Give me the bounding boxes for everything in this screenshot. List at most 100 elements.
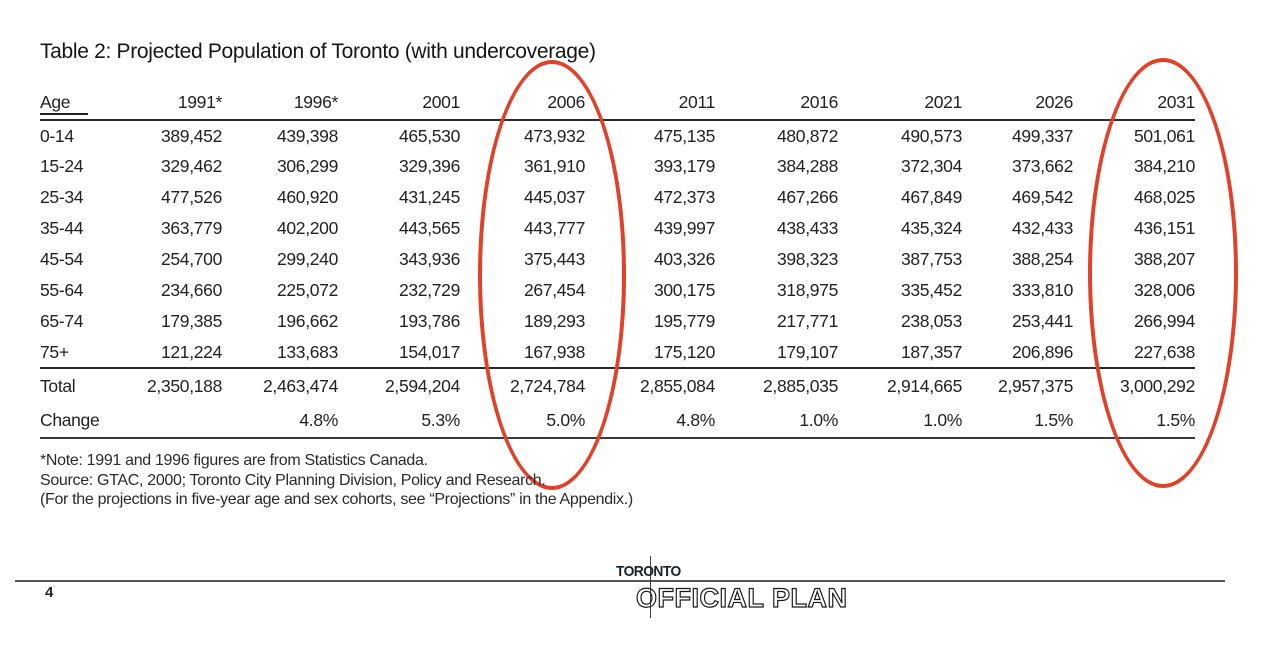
table-cell: 389,452 [160, 125, 222, 146]
table-cell: 438,433 [776, 218, 838, 238]
table-cell: 384,288 [776, 156, 838, 176]
table-cell: 443,777 [523, 218, 585, 238]
row-label: 55-64 [40, 280, 84, 300]
table-row-35-44: 35-44 363,779 402,200 443,565 443,777 439,997… [40, 213, 1195, 244]
table-cell: 2,957,375 [962, 367, 1073, 404]
table-cell: 472,373 [653, 187, 715, 207]
table-cell: 1.5% [1073, 404, 1195, 439]
table-cell: 187,357 [900, 341, 962, 362]
table-cell: 402,200 [276, 218, 338, 238]
column-header-2031: 2031 [1073, 90, 1195, 121]
page-number: 4 [45, 584, 54, 601]
table-cell: 217,771 [776, 311, 838, 331]
table-row-25-34: 25-34 477,526 460,920 431,245 445,037 472,373… [40, 182, 1195, 213]
table-cell: 266,994 [1133, 311, 1195, 331]
table-cell: 5.0% [460, 404, 585, 439]
table-cell: 468,025 [1133, 187, 1195, 207]
table-cell: 2,463,474 [222, 367, 338, 404]
note-source: Source: GTAC, 2000; Toronto City Plannin… [40, 471, 546, 489]
table-cell: 388,207 [1133, 249, 1195, 269]
table-cell: 475,135 [653, 125, 715, 146]
table-row-total: Total 2,350,188 2,463,474 2,594,204 2,724,78… [40, 367, 1195, 404]
table-cell: 5.3% [338, 404, 460, 439]
table-cell: 2,855,084 [585, 367, 715, 404]
column-header-2006: 2006 [460, 90, 585, 121]
table-cell: 179,385 [160, 311, 222, 331]
table-cell: 206,896 [1011, 341, 1073, 362]
table-cell: 175,120 [653, 341, 715, 362]
official-plan-logo-text: OFFICIAL PLAN [636, 583, 848, 613]
table-cell: 343,936 [398, 249, 460, 269]
note-statistics-canada: *Note: 1991 and 1996 figures are from St… [40, 452, 428, 469]
column-header-2021: 2021 [838, 90, 962, 121]
row-label: 45-54 [40, 249, 84, 269]
table-cell: 234,660 [160, 280, 222, 300]
table-cell: 373,662 [1011, 156, 1073, 176]
row-label: 0-14 [40, 125, 74, 146]
table-cell: 179,107 [776, 341, 838, 362]
column-header-2026: 2026 [962, 90, 1073, 121]
table-cell: 436,151 [1133, 218, 1195, 238]
table-cell: 473,932 [523, 125, 585, 146]
table-cell: 2,350,188 [120, 367, 222, 404]
table-cell: 467,266 [776, 187, 838, 207]
table-cell: 329,396 [398, 156, 460, 176]
table-cell: 469,542 [1011, 187, 1073, 207]
table-cell: 300,175 [653, 280, 715, 300]
table-cell: 4.8% [222, 404, 338, 439]
official-plan-logo: OFFICIAL PLAN [636, 582, 848, 613]
table-row-55-64: 55-64 234,660 225,072 232,729 267,454 300,175… [40, 275, 1195, 306]
table-cell: 232,729 [398, 280, 460, 300]
logo-vertical-line [650, 556, 651, 618]
table-cell: 445,037 [523, 187, 585, 207]
table-cell: 238,053 [900, 311, 962, 331]
row-label: 25-34 [40, 187, 84, 207]
table-cell: 328,006 [1133, 280, 1195, 300]
row-label: Total [40, 367, 120, 404]
table-cell: 372,304 [900, 156, 962, 176]
table-title: Table 2: Projected Population of Toronto… [40, 40, 596, 63]
column-header-1996: 1996* [222, 90, 338, 121]
table-cell: 154,017 [398, 341, 460, 362]
table-cell: 1.0% [715, 404, 838, 439]
table-cell: 329,462 [160, 156, 222, 176]
row-label: Change [40, 404, 120, 439]
column-header-age: Age [40, 90, 120, 121]
table-row-change: Change 4.8% 5.3% 5.0% 4.8% 1.0% 1.0% 1.5% 1.5% [40, 404, 1195, 439]
row-label: 35-44 [40, 218, 84, 238]
table-row-15-24: 15-24 329,462 306,299 329,396 361,910 393,179… [40, 151, 1195, 182]
table-body: 0-14 389,452 439,398 465,530 473,932 475,135 4… [40, 120, 1195, 439]
table-cell: 398,323 [776, 249, 838, 269]
table-cell: 189,293 [523, 311, 585, 331]
table-cell: 196,662 [276, 311, 338, 331]
table-cell: 306,299 [276, 156, 338, 176]
table-cell: 2,885,035 [715, 367, 838, 404]
table-row-45-54: 45-54 254,700 299,240 343,936 375,443 403,326… [40, 244, 1195, 275]
table-cell: 499,337 [1011, 125, 1073, 146]
table-cell: 393,179 [653, 156, 715, 176]
table-cell: 477,526 [160, 187, 222, 207]
table-cell: 133,683 [276, 341, 338, 362]
table-cell: 387,753 [900, 249, 962, 269]
table-cell: 225,072 [276, 280, 338, 300]
table-cell: 333,810 [1011, 280, 1073, 300]
row-label: 75+ [40, 341, 69, 362]
column-header-1991: 1991* [120, 90, 222, 121]
table-cell: 2,594,204 [338, 367, 460, 404]
table-row-65-74: 65-74 179,385 196,662 193,786 189,293 195,779… [40, 306, 1195, 337]
table-cell: 2,724,784 [460, 367, 585, 404]
table-cell: 460,920 [276, 187, 338, 207]
table-cell: 4.8% [585, 404, 715, 439]
table-cell: 388,254 [1011, 249, 1073, 269]
table-row-0-14: 0-14 389,452 439,398 465,530 473,932 475,135 4… [40, 120, 1195, 151]
table-cell: 3,000,292 [1073, 367, 1195, 404]
column-header-2016: 2016 [715, 90, 838, 121]
table-cell: 465,530 [398, 125, 460, 146]
row-label: 65-74 [40, 311, 84, 331]
table-cell: 1.5% [962, 404, 1073, 439]
table-row-75+: 75+ 121,224 133,683 154,017 167,938 175,120 17… [40, 337, 1195, 368]
table-cell: 227,638 [1133, 341, 1195, 362]
table-cell: 195,779 [653, 311, 715, 331]
table-cell: 363,779 [160, 218, 222, 238]
table-cell: 375,443 [523, 249, 585, 269]
